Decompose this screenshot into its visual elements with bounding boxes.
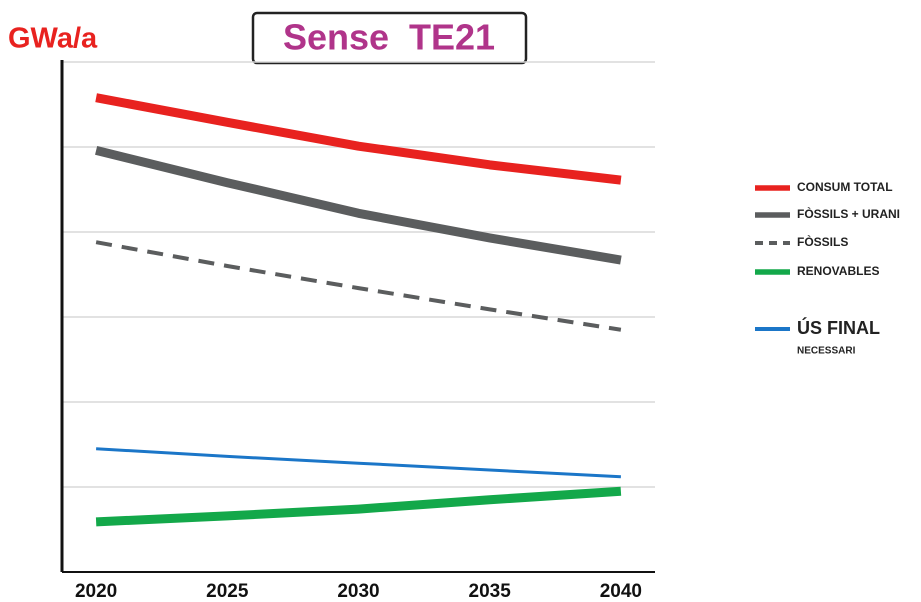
legend-label: CONSUM TOTAL bbox=[797, 180, 893, 194]
x-tick-label: 2020 bbox=[75, 581, 117, 602]
legend-label: FÒSSILS bbox=[797, 234, 848, 249]
legend-label: FÒSSILS + URANI bbox=[797, 206, 900, 221]
y-axis-label: GWa/a bbox=[8, 23, 98, 55]
legend-label: RENOVABLES bbox=[797, 264, 879, 278]
legend-sublabel: NECESSARI bbox=[797, 346, 856, 357]
series-line bbox=[95, 93, 622, 185]
title-box bbox=[251, 11, 528, 65]
x-tick-label: 2030 bbox=[337, 581, 379, 602]
chart-title: Sense TE21 bbox=[283, 17, 495, 58]
x-tick-label: 2035 bbox=[469, 581, 512, 602]
x-tick-label: 2025 bbox=[206, 581, 249, 602]
series-line bbox=[95, 146, 622, 265]
series-line bbox=[95, 486, 622, 527]
legend-label: ÚS FINAL bbox=[797, 317, 880, 338]
series-line bbox=[95, 240, 622, 332]
x-tick-label: 2040 bbox=[600, 581, 642, 602]
series-line bbox=[96, 447, 621, 479]
